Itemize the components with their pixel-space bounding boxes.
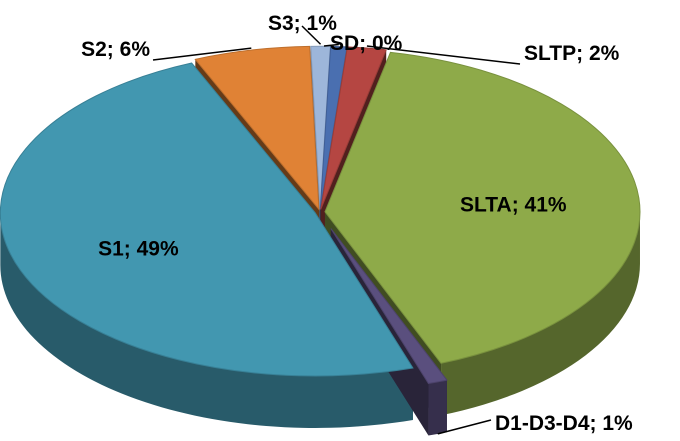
- leader-line-s2: [152, 47, 252, 61]
- label-s1: S1; 49%: [98, 237, 179, 260]
- leader-line-sltp: [366, 45, 521, 65]
- label-s2: S2; 6%: [81, 38, 150, 61]
- leader-line-sd: [323, 43, 339, 47]
- slice-side-slta: [441, 211, 640, 416]
- slice-slta: [324, 51, 641, 364]
- leader-line-s3: [301, 25, 322, 45]
- label-d1-d3-d4: D1-D3-D4; 1%: [495, 412, 633, 435]
- slice-labels: SLTA; 41% D1-D3-D4; 1% S1; 49% S2; 6% S3; 1%…: [81, 12, 633, 435]
- label-slta: SLTA; 41%: [460, 194, 567, 217]
- leader-lines: [152, 25, 521, 435]
- slice-sltp: [320, 46, 387, 210]
- slice-side-d1-d3-d4: [428, 380, 447, 436]
- label-s3: S3; 1%: [268, 12, 337, 35]
- slice-tops: [0, 45, 641, 385]
- slice-s1: [0, 62, 414, 377]
- label-sd: SD; 0%: [330, 32, 403, 55]
- slice-s2: [194, 45, 320, 211]
- leader-line-d1-d3-d4: [437, 419, 492, 435]
- label-sltp: SLTP; 2%: [524, 42, 620, 65]
- slice-d1-d3-d4: [330, 228, 448, 385]
- slice-side-s1: [0, 212, 413, 428]
